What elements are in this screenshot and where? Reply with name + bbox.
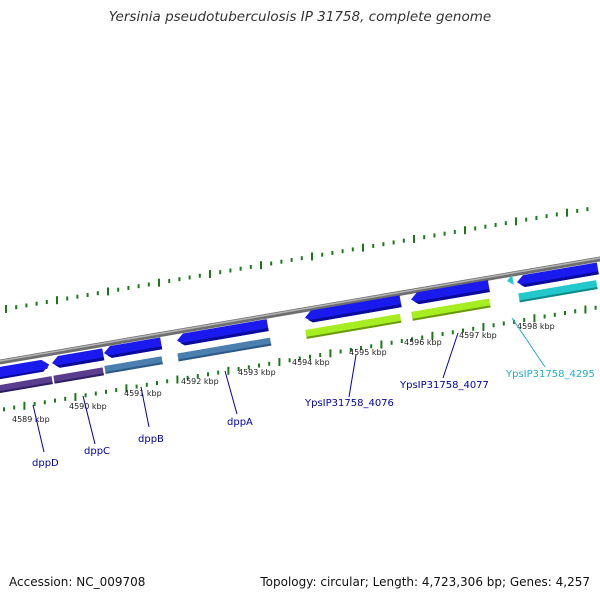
tick-label-1: 4590 kbp [69,402,107,411]
gene-arrow-4077-body [411,280,490,305]
tick-label-4: 4593 kbp [238,368,276,377]
cds-band-dppB-edge [105,362,163,374]
cds-band-dppD [0,376,53,394]
tick-label-5: 4594 kbp [292,358,330,367]
gene-arrow-4076-body [305,295,402,323]
leader-line-YpsIP31758_4076 [348,354,357,398]
cds-band-dppD-edge [0,382,53,394]
gene-arrow-dppA [177,319,269,346]
backbone-line [0,256,600,365]
gene-arrow-dppD-shade [0,364,50,380]
gene-arrow-dppC-shade [55,357,105,368]
gene-label-YpsIP31758_4295: YpsIP31758_4295 [505,369,595,380]
tick-label-2: 4591 kbp [124,389,162,398]
gene-labels: dppD dppC dppB dppA YpsIP31758_4076 YpsIP3175… [32,317,595,469]
cds-band-4077-body [411,298,491,321]
cds-band-dppD-body [0,376,53,394]
tick-label-8: 4597 kbp [459,331,497,340]
gene-label-dppD: dppD [32,458,59,469]
cds-band-4077-edge [412,305,491,321]
gene-arrow-dppB-shade [107,346,163,358]
gene-arrow-dppA-shade [180,328,269,346]
gene-arrow-dppB-body [104,337,163,358]
cds-band-dppA-body [177,337,272,362]
gene-arrow-dppD [0,359,50,380]
gene-arrow-4295-shade [520,271,599,287]
accession-label: Accession: NC_009708 [9,575,146,589]
genome-summary: Topology: circular; Length: 4,723,306 bp… [260,575,590,589]
cds-band-dppA-edge [178,343,272,362]
backbone-highlight [0,257,600,362]
gene-arrow-4295 [517,262,599,287]
feature-track [0,262,599,394]
gene-label-YpsIP31758_4076: YpsIP31758_4076 [304,398,394,409]
gene-arrow-dppD-body [0,359,50,380]
tick-label-3: 4592 kbp [181,377,219,386]
gene-arrow-dppA-body [177,319,269,346]
genome-backbone [0,256,600,365]
map-title: Yersinia pseudotuberculosis IP 31758, co… [108,9,492,25]
leader-line-dppD [32,404,45,453]
gene-label-YpsIP31758_4077: YpsIP31758_4077 [399,380,489,391]
leader-line-YpsIP31758_4077 [442,332,459,379]
gene-label-dppA: dppA [227,417,253,428]
cds-band-dppC-body [53,367,104,384]
cds-band-dppC [53,367,104,384]
gene-arrow-dppB [104,337,163,358]
tick-label-6: 4595 kbp [349,348,387,357]
leader-line-YpsIP31758_4295 [511,317,546,368]
gene-arrow-4077 [411,280,490,305]
cds-band-dppB [104,356,163,374]
gene-arrow-small-cyan [507,275,514,285]
gene-label-dppC: dppC [84,446,110,457]
gene-arrow-4076 [305,295,402,323]
cds-band-4076-edge [306,320,402,339]
cds-band-dppB-body [104,356,163,374]
gene-label-dppB: dppB [138,434,164,445]
tick-label-7: 4596 kbp [404,338,442,347]
tick-label-0: 4589 kbp [12,415,50,424]
kbp-tick-labels: 4589 kbp 4590 kbp 4591 kbp 4592 kbp 4593 kbp… [12,322,555,424]
leader-line-dppA [224,370,238,415]
leader-line-dppB [140,386,150,428]
cds-band-4076 [305,313,402,339]
gene-arrow-4077-shade [414,289,490,305]
cds-band-4295-edge [519,287,598,303]
gene-arrow-dppC-body [52,348,105,368]
gene-arrow-4295-body [517,262,599,287]
cds-band-4295-body [518,280,598,303]
leader-line-dppC [82,395,96,445]
cds-band-dppA [177,337,272,362]
cds-band-4076-body [305,313,402,339]
cds-band-dppC-edge [54,373,104,384]
gene-arrow-4076-shade [308,304,402,323]
inner-tick-track [3,305,597,412]
outer-tick-track [5,207,589,313]
tick-label-9: 4598 kbp [517,322,555,331]
cds-band-4295 [518,280,598,303]
gene-arrow-dppC [52,348,105,368]
cds-band-4077 [411,298,491,321]
gene-arrow-small-cyan-body [507,275,514,285]
